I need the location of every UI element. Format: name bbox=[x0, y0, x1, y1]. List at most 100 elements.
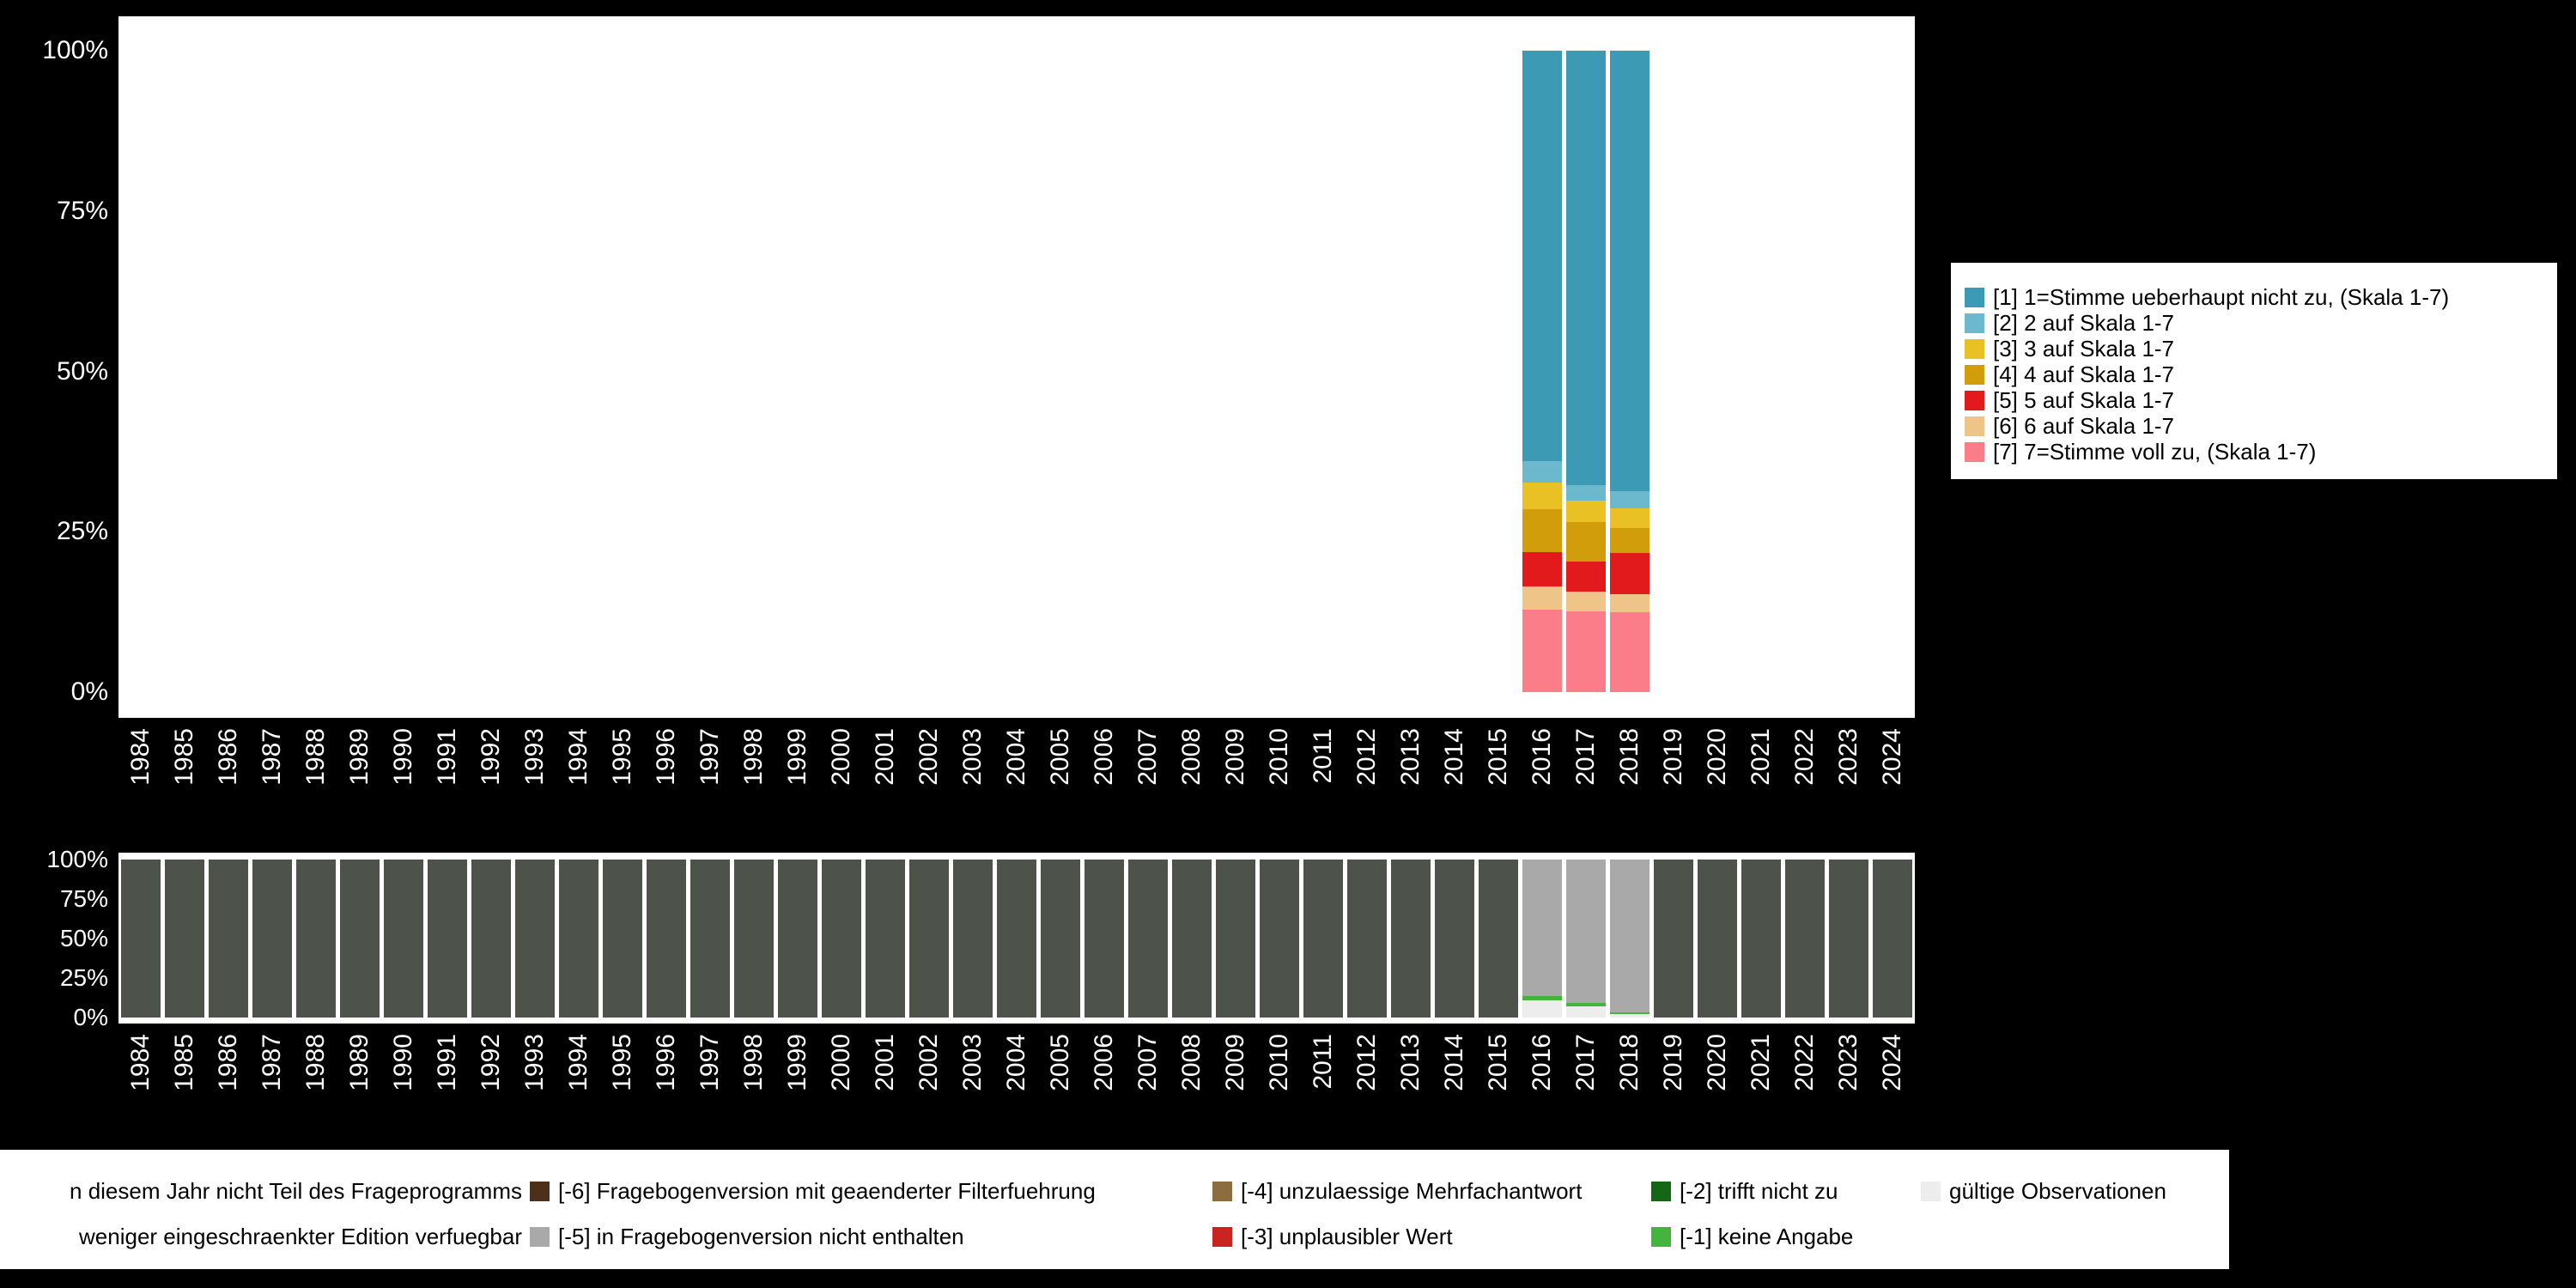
legend-item-label: [6] 6 auf Skala 1-7 bbox=[1993, 412, 2175, 439]
bar-segment-valid-2018 bbox=[1610, 1014, 1650, 1018]
legend-item-label: n diesem Jahr nicht Teil des Frageprogra… bbox=[70, 1177, 522, 1204]
x-tick-label: 2003 bbox=[957, 1034, 987, 1091]
x-tick-label: 1994 bbox=[563, 728, 592, 786]
x-tick-label: 2018 bbox=[1615, 728, 1644, 786]
x-tick-label: 2008 bbox=[1177, 728, 1206, 786]
x-tick-label: 2015 bbox=[1484, 1034, 1513, 1091]
bar-segment-not-asked-2010 bbox=[1260, 860, 1300, 1018]
bar-segment-not-asked-2004 bbox=[997, 860, 1036, 1018]
x-tick-label: 2016 bbox=[1528, 728, 1557, 786]
x-tick-label: 2006 bbox=[1090, 1034, 1119, 1091]
x-tick-label: 2020 bbox=[1703, 728, 1732, 786]
bar-segment-valid-2017 bbox=[1566, 1006, 1607, 1018]
legend-swatch bbox=[1965, 364, 1984, 385]
bar-segment-not-asked-2001 bbox=[865, 860, 905, 1018]
x-tick-label: 1989 bbox=[344, 728, 374, 786]
bar-segment-2-2016 bbox=[1522, 461, 1563, 483]
legend-swatch bbox=[1965, 390, 1984, 410]
x-tick-label: 1994 bbox=[563, 1034, 592, 1091]
x-tick-label: 1986 bbox=[213, 728, 242, 786]
bar-segment-1-2018 bbox=[1610, 51, 1650, 492]
legend-swatch bbox=[530, 1226, 550, 1247]
bar-segment-not-asked-2012 bbox=[1347, 860, 1388, 1018]
bar-segment-not-asked-2015 bbox=[1479, 860, 1519, 1018]
x-tick-label: 1990 bbox=[388, 1034, 417, 1091]
x-tick-label: 2013 bbox=[1396, 1034, 1425, 1091]
x-tick-label: 2005 bbox=[1046, 728, 1075, 786]
bar-segment-6-2016 bbox=[1522, 586, 1563, 610]
x-tick-label: 1988 bbox=[301, 728, 330, 786]
x-tick-label: 2022 bbox=[1790, 1034, 1820, 1091]
y-tick-label: 25% bbox=[56, 517, 108, 546]
bar-segment-not-asked-1992 bbox=[471, 860, 511, 1018]
missings-legend bbox=[0, 1150, 2229, 1269]
x-tick-label: 2001 bbox=[870, 728, 899, 786]
bar-segment-4-2017 bbox=[1566, 522, 1607, 562]
bar-segment-not-asked-2013 bbox=[1391, 860, 1431, 1018]
missings-legend-item: gültige Observationen bbox=[1921, 1178, 2166, 1204]
x-tick-label: 2009 bbox=[1221, 728, 1250, 786]
x-tick-label: 2004 bbox=[1002, 1034, 1030, 1091]
bar-segment-not-asked-2022 bbox=[1785, 860, 1826, 1018]
bar-segment-not-asked-1990 bbox=[383, 860, 423, 1018]
x-tick-label: 2021 bbox=[1747, 728, 1776, 786]
x-tick-label: 2013 bbox=[1396, 728, 1425, 786]
bar-segment--5-2018 bbox=[1610, 860, 1650, 1012]
bar-segment-not-asked-2008 bbox=[1172, 860, 1212, 1018]
legend-item-label: weniger eingeschraenkter Edition verfueg… bbox=[79, 1223, 522, 1249]
x-tick-label: 1987 bbox=[257, 728, 286, 786]
missings-legend-item: [-1] keine Angabe bbox=[1651, 1224, 1853, 1249]
x-tick-label: 2003 bbox=[957, 728, 987, 786]
missings-legend-item: weniger eingeschraenkter Edition verfueg… bbox=[0, 1224, 522, 1249]
x-tick-label: 2021 bbox=[1747, 1034, 1776, 1091]
bar-segment-not-asked-1995 bbox=[602, 860, 642, 1018]
bar-segment-not-asked-2014 bbox=[1435, 860, 1475, 1018]
missings-legend-item: [-6] Fragebogenversion mit geaenderter F… bbox=[530, 1178, 1096, 1204]
bar-segment-5-2016 bbox=[1522, 552, 1563, 587]
x-tick-label: 2019 bbox=[1659, 1034, 1688, 1091]
legend-item-label: [-2] trifft nicht zu bbox=[1680, 1177, 1838, 1204]
bar-segment-not-asked-1989 bbox=[339, 860, 380, 1018]
x-tick-label: 2009 bbox=[1221, 1034, 1250, 1091]
bar-segment-not-asked-2023 bbox=[1829, 860, 1869, 1018]
x-tick-label: 2007 bbox=[1133, 1034, 1163, 1091]
legend-swatch bbox=[1965, 287, 1984, 307]
x-tick-label: 1995 bbox=[607, 1034, 636, 1091]
x-tick-label: 1992 bbox=[476, 728, 505, 786]
legend-swatch bbox=[1965, 441, 1984, 462]
bar-segment-6-2017 bbox=[1566, 591, 1607, 611]
x-tick-label: 2000 bbox=[826, 1034, 855, 1091]
x-tick-label: 1993 bbox=[519, 1034, 549, 1091]
bar-segment-2-2017 bbox=[1566, 485, 1607, 501]
x-tick-label: 1995 bbox=[607, 728, 636, 786]
bar-segment-not-asked-1993 bbox=[514, 860, 555, 1018]
x-tick-label: 2000 bbox=[826, 728, 855, 786]
bar-segment-1-2017 bbox=[1566, 51, 1607, 486]
bar-segment-not-asked-2020 bbox=[1698, 860, 1738, 1018]
x-tick-label: 1996 bbox=[651, 728, 680, 786]
legend-swatch bbox=[1651, 1181, 1671, 1201]
legend-item-label: [1] 1=Stimme ueberhaupt nicht zu, (Skala… bbox=[1993, 283, 2450, 310]
x-tick-label: 2022 bbox=[1790, 728, 1820, 786]
x-tick-label: 2002 bbox=[914, 728, 943, 786]
bar-segment-not-asked-1987 bbox=[252, 860, 292, 1018]
x-tick-label: 1991 bbox=[432, 1034, 461, 1091]
x-tick-label: 1999 bbox=[782, 1034, 811, 1091]
y-tick-label: 0% bbox=[70, 677, 108, 706]
legend-item-label: [3] 3 auf Skala 1-7 bbox=[1993, 335, 2175, 361]
bar-segment-7-2017 bbox=[1566, 611, 1607, 692]
x-tick-label: 2012 bbox=[1352, 1034, 1382, 1091]
x-tick-label: 2012 bbox=[1352, 728, 1382, 786]
bar-segment-6-2018 bbox=[1610, 593, 1650, 613]
x-tick-label: 2015 bbox=[1484, 728, 1513, 786]
legend-swatch bbox=[1965, 313, 1984, 333]
x-tick-label: 2020 bbox=[1703, 1034, 1732, 1091]
x-tick-label: 2023 bbox=[1834, 1034, 1863, 1091]
x-tick-label: 2017 bbox=[1571, 1034, 1601, 1091]
bar-segment-not-asked-2019 bbox=[1654, 860, 1694, 1018]
legend-item-label: [-4] unzulaessige Mehrfachantwort bbox=[1241, 1177, 1583, 1204]
bar-segment--5-2017 bbox=[1566, 860, 1607, 1003]
bar-segment-not-asked-2021 bbox=[1741, 860, 1782, 1018]
legend-item-label: [-6] Fragebogenversion mit geaenderter F… bbox=[558, 1177, 1096, 1204]
